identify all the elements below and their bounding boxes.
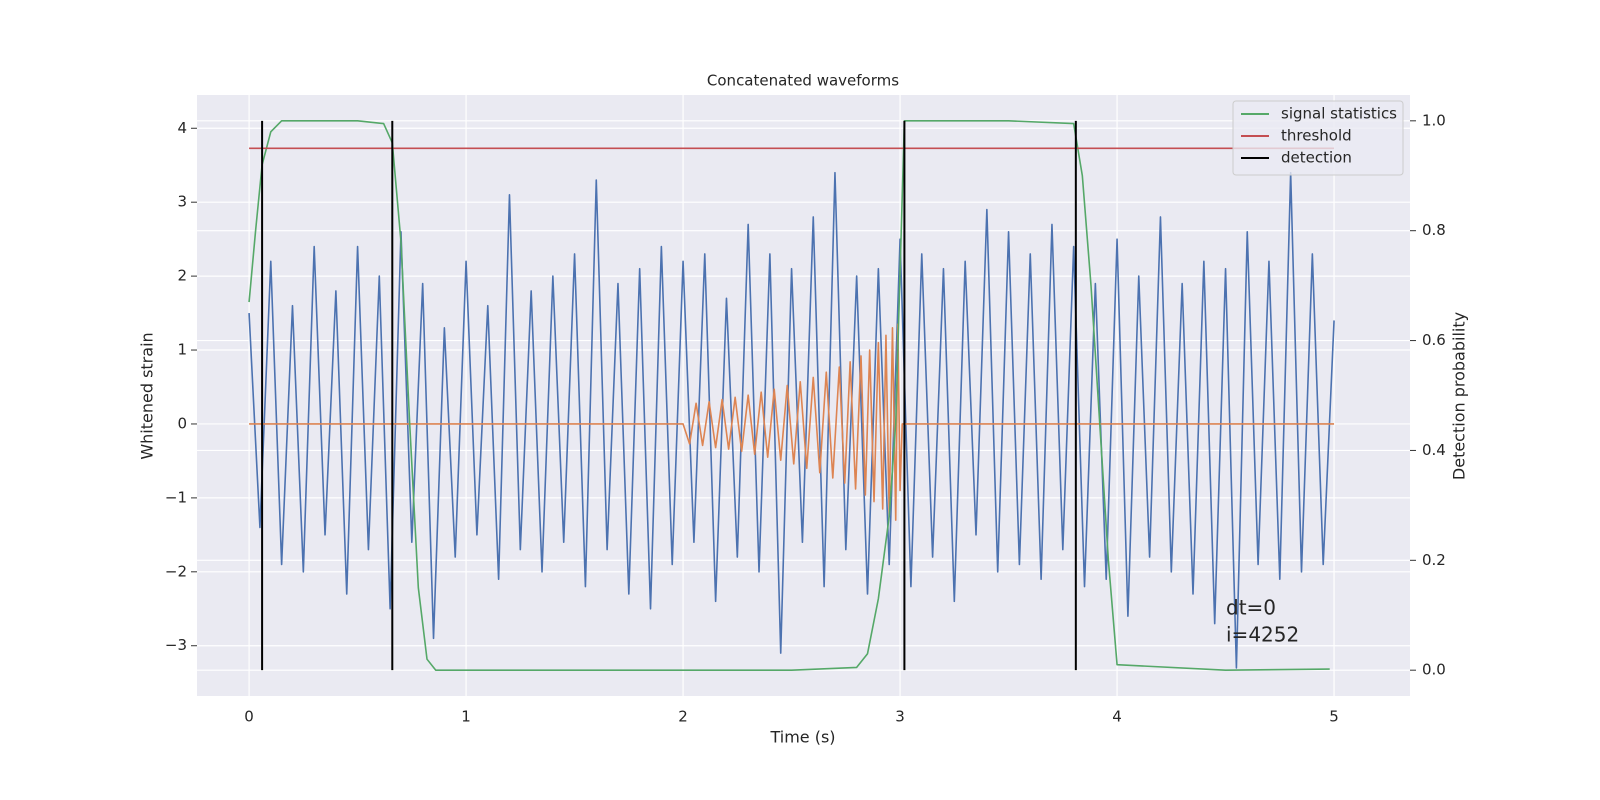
line [248, 120, 1330, 671]
line [249, 323, 1335, 521]
chart-title: Concatenated waveforms [707, 72, 899, 90]
legend-label: signal statistics [1281, 105, 1397, 123]
y2-tick-label: 0.4 [1422, 441, 1446, 459]
x-tick-label: 0 [244, 708, 254, 726]
annotation: dt=0 [1226, 596, 1276, 620]
y-tick-label: 1 [177, 341, 187, 359]
line [248, 171, 1335, 669]
x-axis-label: Time (s) [769, 728, 835, 747]
y-tick-label: 3 [177, 193, 187, 211]
x-tick-label: 4 [1112, 708, 1122, 726]
x-tick-label: 3 [895, 708, 905, 726]
y2-tick-label: 0.8 [1422, 221, 1446, 239]
x-tick-label: 1 [461, 708, 471, 726]
y-tick-label: 2 [177, 267, 187, 285]
y2-tick-label: 0.0 [1422, 661, 1446, 679]
y-tick-label: −2 [165, 562, 187, 580]
legend-label: detection [1281, 149, 1352, 167]
marks [248, 120, 1335, 671]
y-tick-label: 4 [177, 119, 187, 137]
y-axis-label: Whitened strain [138, 332, 157, 459]
y2-tick-label: 0.6 [1422, 331, 1446, 349]
annotation: i=4252 [1226, 623, 1299, 647]
y2-axis-label: Detection probability [1450, 312, 1469, 480]
y-tick-label: −1 [165, 488, 187, 506]
legend-box [1232, 100, 1404, 176]
legend-label: threshold [1281, 127, 1352, 145]
legend: signal statistics threshold detection [1232, 100, 1404, 176]
y-tick-label: −3 [165, 636, 187, 654]
x-tick-label: 2 [678, 708, 688, 726]
y-tick-label: 0 [177, 414, 187, 432]
axes: 0 1 2 3 4 5 −3 −2 −1 0 1 2 3 4 0.0 0.2 0.4 0.6 0.8 1.0 [165, 111, 1446, 725]
y2-tick-label: 1.0 [1422, 111, 1446, 129]
y2-tick-label: 0.2 [1422, 551, 1446, 569]
x-tick-label: 5 [1329, 708, 1339, 726]
